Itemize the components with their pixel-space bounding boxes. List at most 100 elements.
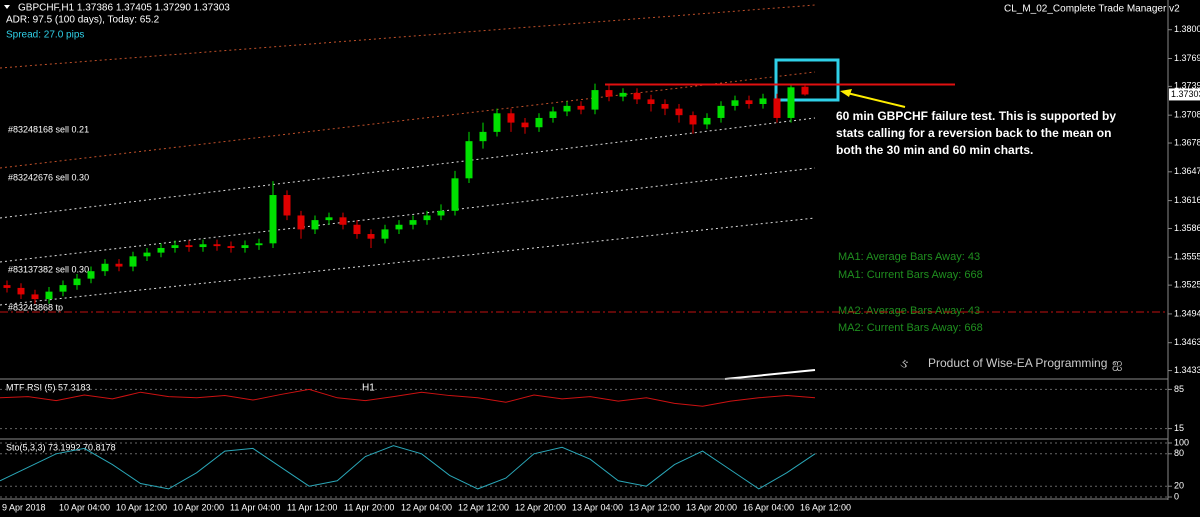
x-tick-label: 12 Apr 12:00 — [458, 502, 509, 512]
annotation: 60 min GBPCHF failure test. This is supp… — [836, 109, 1116, 123]
stat-text: MA1: Average Bars Away: 43 — [838, 251, 980, 263]
candle-body — [437, 210, 445, 216]
candle-body — [493, 113, 501, 132]
y-tick-label: 1.34630 — [1174, 337, 1200, 347]
stat-text: MA2: Average Bars Away: 43 — [838, 305, 980, 317]
y-tick-label: 1.34940 — [1174, 308, 1200, 318]
candle-body — [101, 263, 109, 272]
candle-body — [297, 215, 305, 230]
y-tick-label: 1.37390 — [1174, 81, 1200, 91]
candle-body — [759, 98, 767, 105]
candle-body — [3, 285, 11, 288]
candle-body — [549, 111, 557, 118]
candle-body — [339, 217, 347, 225]
candle-body — [395, 224, 403, 230]
candle-body — [199, 244, 207, 248]
rsi-timeframe: H1 — [362, 383, 375, 394]
x-tick-label: 10 Apr 20:00 — [173, 502, 224, 512]
candle-body — [661, 104, 669, 109]
order-label: #83243868 tp — [8, 302, 63, 312]
candle-body — [717, 105, 725, 118]
x-tick-label: 16 Apr 12:00 — [800, 502, 851, 512]
y-tick-label: 85 — [1174, 384, 1184, 394]
x-tick-label: 13 Apr 20:00 — [686, 502, 737, 512]
highlight-box — [774, 58, 840, 102]
x-tick-label: 10 Apr 12:00 — [116, 502, 167, 512]
x-tick-label: 12 Apr 20:00 — [515, 502, 566, 512]
logo: ઙ — [900, 355, 908, 370]
candle-body — [633, 92, 641, 100]
envelope-line — [0, 117, 816, 219]
envelope-line — [0, 71, 816, 169]
chart-title: GBPCHF,H1 1.37386 1.37405 1.37290 1.3730… — [18, 3, 230, 14]
candle-body — [325, 217, 333, 221]
x-tick-label: 10 Apr 04:00 — [59, 502, 110, 512]
candle-body — [507, 113, 515, 123]
candle-body — [157, 247, 165, 253]
candle-body — [591, 90, 599, 110]
candle-body — [605, 90, 613, 97]
order-label: #83242676 sell 0.30 — [8, 172, 89, 182]
candle-body — [563, 105, 571, 112]
candle-body — [87, 271, 95, 279]
candle-body — [479, 131, 487, 142]
x-tick-label: 12 Apr 04:00 — [401, 502, 452, 512]
y-tick-label: 1.37080 — [1174, 110, 1200, 120]
candle-body — [311, 220, 319, 230]
envelope-line — [0, 4, 816, 69]
candle-body — [31, 294, 39, 300]
candle-body — [283, 195, 291, 216]
envelope-line — [0, 167, 816, 263]
x-tick-label: 11 Apr 04:00 — [230, 502, 280, 512]
indicator-line — [0, 445, 816, 490]
candle-body — [45, 291, 53, 300]
candle-body — [703, 117, 711, 125]
candle-body — [367, 234, 375, 239]
candle-body — [171, 245, 179, 248]
ma-segment — [724, 369, 816, 380]
adr-text: ADR: 97.5 (100 days), Today: 65.2 — [6, 15, 160, 26]
y-tick-label: 15 — [1174, 423, 1184, 433]
candle-body — [353, 224, 361, 235]
candle-body — [577, 105, 585, 110]
y-tick-label: 1.35250 — [1174, 280, 1200, 290]
rsi-title: MTF RSI (5) 57.3183 — [6, 382, 91, 392]
y-tick-label: 1.38000 — [1174, 24, 1200, 34]
candle-body — [521, 122, 529, 128]
y-tick-label: 20 — [1174, 481, 1184, 491]
candle-body — [143, 252, 151, 257]
y-tick-label: 1.34330 — [1174, 365, 1200, 375]
y-tick-label: 1.36780 — [1174, 137, 1200, 147]
candle-body — [787, 87, 795, 118]
x-tick-label: 16 Apr 04:00 — [743, 502, 794, 512]
y-tick-label: 1.36470 — [1174, 166, 1200, 176]
annotation: both the 30 min and 60 min charts. — [836, 143, 1033, 157]
annotation: stats calling for a reversion back to th… — [836, 126, 1111, 140]
y-tick-label: 100 — [1174, 437, 1189, 447]
stat-text: MA1: Current Bars Away: 668 — [838, 269, 983, 281]
x-tick-label: 13 Apr 12:00 — [629, 502, 680, 512]
candle-body — [451, 178, 459, 211]
candle-body — [535, 117, 543, 128]
logo: ஐ — [1112, 355, 1122, 370]
spread-text: Spread: 27.0 pips — [6, 30, 84, 41]
x-tick-label: 11 Apr 20:00 — [344, 502, 394, 512]
candle-body — [227, 246, 235, 248]
y-tick-label: 0 — [1174, 491, 1179, 501]
indicator-name: CL_M_02_Complete Trade Manager v2 — [1004, 4, 1180, 15]
candle-body — [115, 263, 123, 267]
candle-body — [675, 108, 683, 116]
candle-body — [773, 98, 781, 118]
candle-body — [619, 92, 627, 97]
candle-body — [745, 100, 753, 105]
y-tick-label: 80 — [1174, 448, 1184, 458]
y-tick-label: 1.35860 — [1174, 223, 1200, 233]
x-tick-label: 13 Apr 04:00 — [572, 502, 623, 512]
y-tick-label: 1.36160 — [1174, 195, 1200, 205]
candle-body — [689, 115, 697, 125]
candle-body — [647, 99, 655, 105]
arrow-head — [840, 89, 852, 97]
current-price-label: 1.37303 — [1171, 89, 1200, 99]
candle-body — [213, 244, 221, 247]
